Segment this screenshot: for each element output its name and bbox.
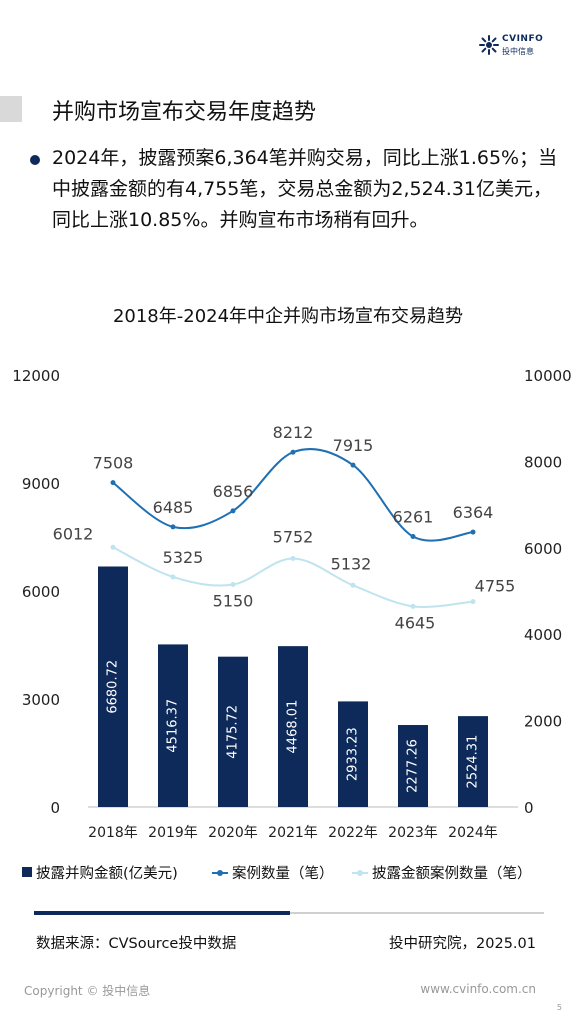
category-label: 2020年 <box>208 825 258 840</box>
bar-value-label: 6680.72 <box>106 660 121 714</box>
point-value-label: 8212 <box>273 423 314 442</box>
point-value-label: 6856 <box>213 482 254 501</box>
data-source: 数据来源：CVSource投中数据 <box>36 936 237 952</box>
category-label: 2019年 <box>148 825 198 840</box>
logo-text-en: CVINFO <box>502 34 544 44</box>
bar <box>98 566 128 807</box>
chart-legend: 披露并购金额(亿美元) 案例数量（笔） 披露金额案例数量（笔） <box>22 862 562 884</box>
category-label: 2024年 <box>448 825 498 840</box>
series-point <box>470 529 476 535</box>
copyright: Copyright © 投中信息 <box>24 984 151 998</box>
legend-item-amount: 披露并购金额(亿美元) <box>22 862 178 883</box>
bar-value-label: 2277.26 <box>406 739 421 793</box>
point-value-label: 6261 <box>393 508 434 527</box>
point-value-label: 6364 <box>453 503 494 522</box>
right-tick-label: 0 <box>524 799 534 817</box>
bar <box>398 725 428 807</box>
point-value-label: 6485 <box>153 498 194 517</box>
series-point <box>350 462 356 468</box>
bar-value-label: 4175.72 <box>226 705 241 759</box>
point-value-label: 4755 <box>475 577 516 596</box>
right-tick-label: 8000 <box>524 453 562 471</box>
bar-value-label: 2524.31 <box>466 735 481 789</box>
point-value-label: 6012 <box>53 524 94 543</box>
legend-label-cases: 案例数量（笔） <box>232 866 334 882</box>
bullet-icon <box>30 155 40 165</box>
chart-title: 2018年-2024年中企并购市场宣布交易趋势 <box>112 306 464 327</box>
left-tick-label: 9000 <box>22 475 60 493</box>
summary-text: 2024年，披露预案6,364笔并购交易，同比上涨1.65%；当中披露金额的有4… <box>52 147 558 231</box>
series-point <box>230 508 236 514</box>
legend-line-swatch <box>352 870 368 876</box>
bar <box>278 646 308 807</box>
cvinfo-logo: CVINFO 投中信息 <box>478 32 548 62</box>
point-value-label: 7508 <box>93 454 134 473</box>
left-tick-label: 12000 <box>12 367 60 385</box>
category-label: 2023年 <box>388 825 438 840</box>
legend-label-amount: 披露并购金额(亿美元) <box>36 866 178 882</box>
right-tick-label: 6000 <box>524 540 562 558</box>
category-label: 2018年 <box>88 825 138 840</box>
institute-date: 投中研究院，2025.01 <box>389 936 536 952</box>
bar <box>338 701 368 807</box>
bar-value-label: 4516.37 <box>166 699 181 753</box>
series-point <box>170 574 176 580</box>
series-point <box>470 599 476 605</box>
left-tick-label: 6000 <box>22 583 60 601</box>
right-tick-label: 2000 <box>524 713 562 731</box>
series-point <box>230 582 236 588</box>
point-value-label: 5752 <box>273 528 314 547</box>
left-tick-label: 0 <box>50 799 60 817</box>
series-point <box>170 524 176 530</box>
bar <box>158 644 188 807</box>
legend-line-swatch <box>212 870 228 876</box>
divider-accent <box>34 911 290 915</box>
right-tick-label: 10000 <box>524 367 572 385</box>
website: www.cvinfo.com.cn <box>420 982 536 996</box>
legend-bar-swatch <box>22 867 32 877</box>
point-value-label: 5150 <box>213 592 254 611</box>
series-point <box>110 480 116 486</box>
right-tick-label: 4000 <box>524 626 562 644</box>
point-value-label: 5132 <box>331 554 372 573</box>
cvinfo-logo-icon <box>479 35 499 55</box>
page-title: 并购市场宣布交易年度趋势 <box>52 100 317 125</box>
title-accent-bar <box>0 96 22 122</box>
series-point <box>350 582 356 588</box>
series-point <box>290 556 296 562</box>
legend-item-cases: 案例数量（笔） <box>212 862 334 883</box>
bar <box>218 656 248 807</box>
legend-label-disclosed-cases: 披露金额案例数量（笔） <box>372 866 532 882</box>
page-number: 5 <box>556 1003 562 1012</box>
series-point <box>290 449 296 455</box>
legend-item-disclosed-cases: 披露金额案例数量（笔） <box>352 862 532 883</box>
point-value-label: 7915 <box>333 436 374 455</box>
bar-value-label: 4468.01 <box>286 700 301 754</box>
bar <box>458 716 488 807</box>
category-label: 2021年 <box>268 825 318 840</box>
point-value-label: 4645 <box>395 613 436 632</box>
combo-chart: 0 3000 6000 9000 12000 0 2000 4000 6000 8000 10000… <box>12 367 572 840</box>
series-point <box>110 544 116 550</box>
point-value-label: 5325 <box>163 548 204 567</box>
series-point <box>410 603 416 609</box>
category-label: 2022年 <box>328 825 378 840</box>
left-tick-label: 3000 <box>22 691 60 709</box>
bar-value-label: 2933.23 <box>346 727 361 781</box>
logo-text-cn: 投中信息 <box>502 47 534 56</box>
series-point <box>410 534 416 540</box>
